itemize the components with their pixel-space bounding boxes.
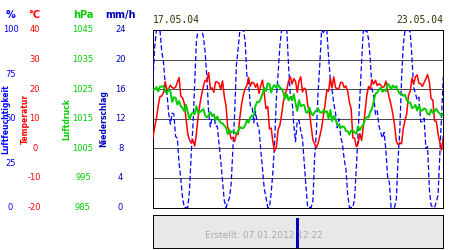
Bar — [296, 218, 299, 248]
Text: 1005: 1005 — [72, 144, 94, 153]
Text: 12: 12 — [115, 114, 126, 123]
Text: -20: -20 — [28, 203, 41, 212]
Text: 8: 8 — [118, 144, 123, 153]
Text: Niederschlag: Niederschlag — [99, 90, 108, 147]
Text: Luftfeuchtigkeit: Luftfeuchtigkeit — [1, 84, 10, 154]
Text: 985: 985 — [75, 203, 91, 212]
Text: 23.05.04: 23.05.04 — [396, 15, 443, 25]
Text: 995: 995 — [75, 174, 91, 182]
Text: 24: 24 — [115, 26, 126, 35]
Text: 75: 75 — [5, 70, 16, 79]
Text: Luftdruck: Luftdruck — [62, 98, 71, 140]
Text: 40: 40 — [29, 26, 40, 35]
Text: 1015: 1015 — [72, 114, 94, 123]
Text: 4: 4 — [118, 174, 123, 182]
Text: hPa: hPa — [73, 10, 93, 20]
Text: -10: -10 — [28, 174, 41, 182]
Text: 20: 20 — [115, 55, 126, 64]
Text: °C: °C — [29, 10, 41, 20]
Text: 10: 10 — [29, 114, 40, 123]
Text: 16: 16 — [115, 85, 126, 94]
Text: Erstellt: 07.01.2012 12:22: Erstellt: 07.01.2012 12:22 — [205, 231, 323, 240]
Text: mm/h: mm/h — [105, 10, 136, 20]
Text: 20: 20 — [29, 85, 40, 94]
Text: 1025: 1025 — [72, 85, 94, 94]
Text: Temperatur: Temperatur — [21, 94, 30, 144]
Text: 100: 100 — [3, 26, 18, 35]
Text: 25: 25 — [5, 158, 16, 168]
Text: 0: 0 — [8, 203, 13, 212]
Text: 50: 50 — [5, 114, 16, 123]
Text: 1045: 1045 — [72, 26, 94, 35]
Text: 30: 30 — [29, 55, 40, 64]
Text: 1035: 1035 — [72, 55, 94, 64]
Text: 0: 0 — [118, 203, 123, 212]
Text: %: % — [6, 10, 15, 20]
Text: 17.05.04: 17.05.04 — [153, 15, 200, 25]
Text: 0: 0 — [32, 144, 37, 153]
